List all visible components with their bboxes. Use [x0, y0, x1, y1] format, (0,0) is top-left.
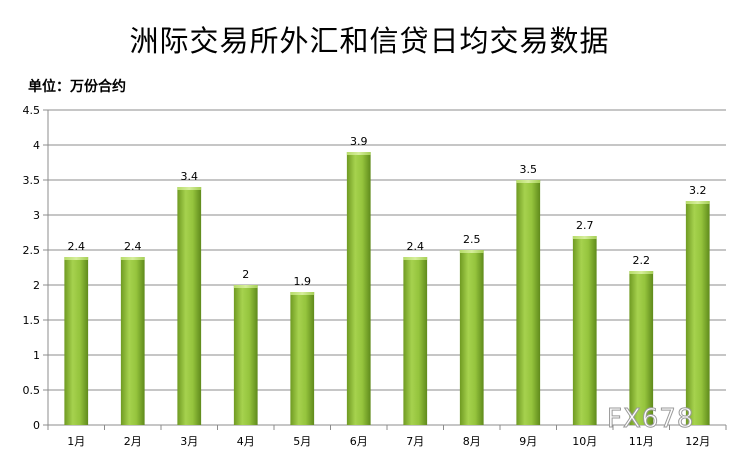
bar-cap [572, 236, 597, 239]
bar-body [685, 201, 710, 425]
x-tick-label: 1月 [67, 435, 85, 448]
bar-10 [572, 236, 597, 425]
labels: 0 0.5 1 1.5 2 2.5 3 3.5 4 4.5 2.4 1月 2.4 2月 3.4 3月 2 4月 1.… [23, 104, 711, 448]
bar-8 [459, 250, 484, 425]
y-tick-label: 1.5 [23, 314, 41, 327]
data-label: 2.4 [124, 240, 142, 253]
data-label: 3.2 [689, 184, 707, 197]
bar-9 [516, 180, 541, 425]
bar-body [346, 152, 371, 425]
bar-7 [403, 257, 428, 425]
x-tick-label: 5月 [293, 435, 311, 448]
gridlines [48, 109, 726, 391]
bar-cap [629, 271, 654, 274]
bar-cap [233, 285, 258, 288]
bar-cap [403, 257, 428, 260]
y-tick-label: 2 [33, 279, 40, 292]
x-tick-label: 2月 [124, 435, 142, 448]
y-tick-label: 0 [33, 419, 40, 432]
axes [43, 109, 727, 430]
x-tick-label: 6月 [350, 435, 368, 448]
x-tick-label: 12月 [685, 435, 710, 448]
y-tick-label: 4 [33, 139, 40, 152]
watermark-logo: FX678 [606, 404, 695, 435]
bar-12 [685, 201, 710, 425]
bar-4 [233, 285, 258, 425]
data-label: 2.2 [633, 254, 651, 267]
y-tick-label: 0.5 [23, 384, 41, 397]
bar-body [629, 271, 654, 425]
data-label: 3.4 [181, 170, 199, 183]
x-tick-label: 8月 [463, 435, 481, 448]
bar-body [120, 257, 145, 425]
bar-body [403, 257, 428, 425]
bar-body [64, 257, 89, 425]
bar-cap [120, 257, 145, 260]
data-label: 1.9 [294, 275, 312, 288]
data-label: 2.4 [407, 240, 425, 253]
bar-cap [290, 292, 315, 295]
x-tick-label: 11月 [629, 435, 654, 448]
bar-body [177, 187, 202, 425]
x-tick-label: 10月 [572, 435, 597, 448]
y-tick-label: 4.5 [23, 104, 41, 117]
y-tick-label: 3.5 [23, 174, 41, 187]
bar-2 [120, 257, 145, 425]
x-tick-label: 7月 [406, 435, 424, 448]
y-tick-label: 1 [33, 349, 40, 362]
bar-cap [64, 257, 89, 260]
x-tick-label: 4月 [237, 435, 255, 448]
y-tick-label: 3 [33, 209, 40, 222]
unit-label: 单位：万份合约 [28, 79, 126, 95]
bars [64, 152, 710, 425]
bar-11 [629, 271, 654, 425]
data-label: 2.4 [68, 240, 86, 253]
x-tick-label: 9月 [519, 435, 537, 448]
bar-6 [346, 152, 371, 425]
data-label: 2.5 [463, 233, 481, 246]
bar-cap [685, 201, 710, 204]
bar-cap [346, 152, 371, 155]
bar-cap [516, 180, 541, 183]
bar-1 [64, 257, 89, 425]
bar-cap [459, 250, 484, 253]
data-label: 3.9 [350, 135, 368, 148]
bar-cap [177, 187, 202, 190]
bar-body [572, 236, 597, 425]
y-tick-label: 2.5 [23, 244, 41, 257]
data-label: 3.5 [520, 163, 538, 176]
bar-5 [290, 292, 315, 425]
bar-body [459, 250, 484, 425]
bar-body [290, 292, 315, 425]
chart-title: 洲际交易所外汇和信贷日均交易数据 [129, 24, 610, 58]
bar-body [516, 180, 541, 425]
data-label: 2.7 [576, 219, 594, 232]
x-tick-label: 3月 [180, 435, 198, 448]
bar-body [233, 285, 258, 425]
bar-3 [177, 187, 202, 425]
data-label: 2 [242, 268, 249, 281]
